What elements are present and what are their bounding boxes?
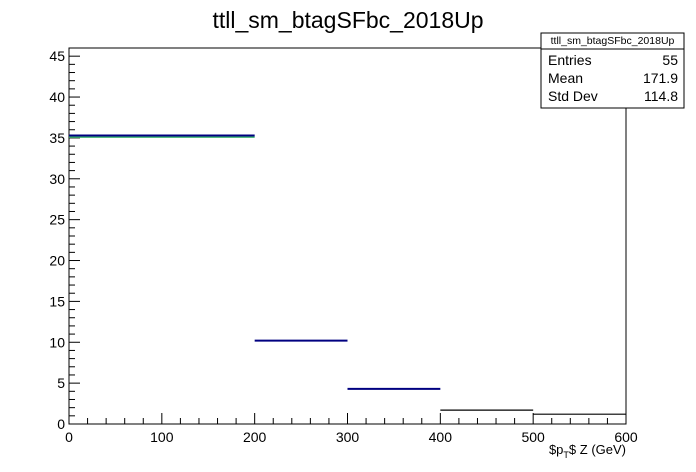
histogram-bins [69, 134, 626, 415]
y-tick-label: 30 [49, 171, 65, 187]
x-axis-label: $pT$ Z (GeV) [549, 442, 626, 460]
x-tick-label: 100 [150, 429, 174, 445]
stats-row-value: 114.8 [644, 88, 678, 104]
x-tick-label: 0 [65, 429, 73, 445]
x-axis: 0 100 200 300 400 500 600 [65, 413, 638, 445]
x-tick-label: 300 [336, 429, 360, 445]
y-tick-label: 15 [49, 293, 65, 309]
stats-row-label: Entries [548, 52, 592, 68]
stats-box: ttll_sm_btagSFbc_2018Up Entries 55 Mean 171… [540, 32, 685, 109]
y-axis: 0 5 10 15 20 25 30 35 40 45 [49, 47, 80, 432]
x-tick-label: 400 [429, 429, 453, 445]
stats-row-value: 171.9 [643, 70, 678, 86]
y-tick-label: 10 [49, 334, 65, 350]
y-tick-label: 35 [49, 130, 65, 146]
x-tick-label: 500 [521, 429, 545, 445]
x-tick-label: 600 [614, 429, 638, 445]
x-tick-label: 200 [243, 429, 267, 445]
y-tick-label: 40 [49, 89, 65, 105]
stats-box-frame [540, 32, 685, 109]
y-tick-label: 20 [49, 253, 65, 269]
y-tick-label: 25 [49, 212, 65, 228]
y-tick-label: 0 [57, 416, 65, 432]
y-tick-label: 45 [49, 48, 65, 64]
stats-box-title: ttll_sm_btagSFbc_2018Up [551, 35, 675, 47]
y-tick-label: 5 [57, 375, 65, 391]
stats-row-label: Std Dev [548, 88, 598, 104]
chart-title: ttll_sm_btagSFbc_2018Up [212, 7, 483, 33]
stats-row-value: 55 [662, 52, 678, 68]
stats-row-label: Mean [548, 70, 583, 86]
